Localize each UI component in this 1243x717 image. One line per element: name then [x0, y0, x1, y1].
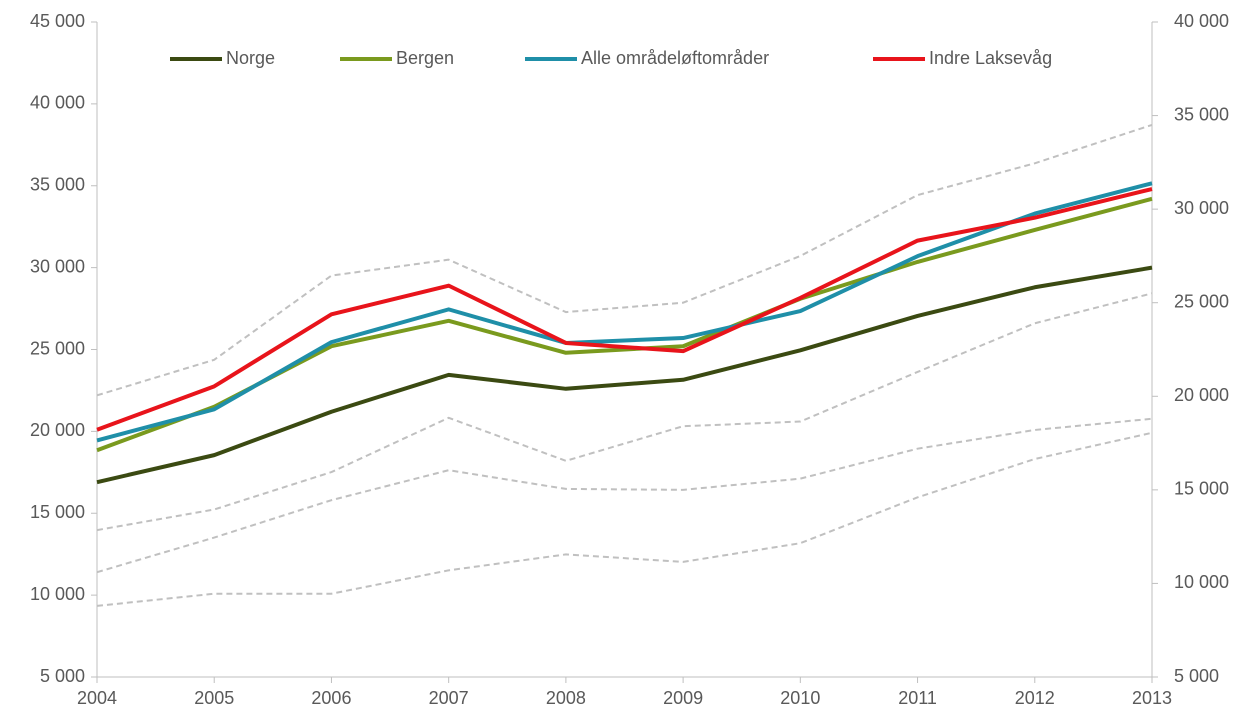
y2-tick-label: 25 000 — [1174, 291, 1229, 311]
x-tick-label: 2005 — [194, 688, 234, 708]
y-tick-label: 10 000 — [30, 584, 85, 604]
series-line — [96, 431, 1153, 607]
x-tick-label: 2008 — [546, 688, 586, 708]
y-tick-label: 30 000 — [30, 256, 85, 276]
series-line — [96, 187, 1153, 432]
x-tick-label: 2004 — [77, 688, 117, 708]
y2-tick-label: 5 000 — [1174, 666, 1219, 686]
y-tick-label: 35 000 — [30, 175, 85, 195]
series-line — [96, 123, 1153, 397]
y2-tick-label: 35 000 — [1174, 104, 1229, 124]
series-line — [96, 292, 1153, 532]
x-tick-label: 2012 — [1015, 688, 1055, 708]
series-line — [96, 417, 1153, 574]
y-tick-label: 25 000 — [30, 338, 85, 358]
series-line — [96, 181, 1153, 443]
y2-tick-label: 20 000 — [1174, 385, 1229, 405]
x-tick-label: 2009 — [663, 688, 703, 708]
series-line — [96, 265, 1153, 485]
y-tick-label: 15 000 — [30, 502, 85, 522]
x-tick-label: 2013 — [1132, 688, 1172, 708]
series-line — [96, 196, 1153, 453]
x-tick-label: 2011 — [898, 688, 937, 708]
y-tick-label: 40 000 — [30, 93, 85, 113]
legend-label: Indre Laksevåg — [929, 48, 1052, 68]
x-tick-label: 2006 — [311, 688, 351, 708]
y2-tick-label: 10 000 — [1174, 572, 1229, 592]
y-tick-label: 20 000 — [30, 420, 85, 440]
y2-tick-label: 40 000 — [1174, 11, 1229, 31]
y2-tick-label: 15 000 — [1174, 479, 1229, 499]
legend-label: Bergen — [396, 48, 454, 68]
legend-label: Norge — [226, 48, 275, 68]
x-tick-label: 2007 — [429, 688, 469, 708]
legend-label: Alle områdeløftområder — [581, 48, 769, 68]
y2-tick-label: 30 000 — [1174, 198, 1229, 218]
x-tick-label: 2010 — [780, 688, 820, 708]
y-tick-label: 45 000 — [30, 11, 85, 31]
y-tick-label: 5 000 — [40, 666, 85, 686]
